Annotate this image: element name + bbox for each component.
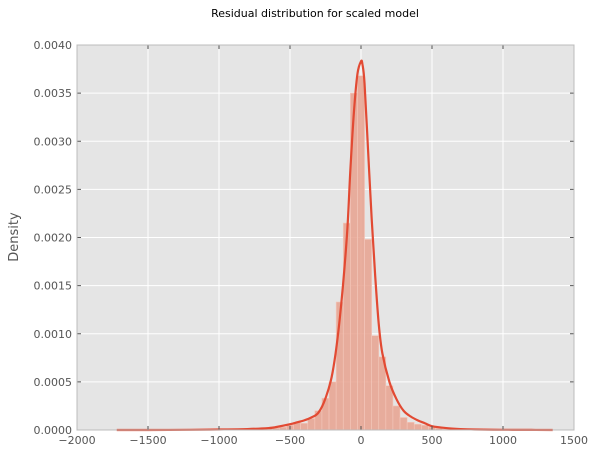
axis-ticks: −2000 −1500 −1000 −500 0 500 1000 1500 0.0000 0.0… xyxy=(34,39,589,447)
x-tick-label: −2000 xyxy=(58,434,95,447)
x-tick-label: 500 xyxy=(422,434,443,447)
x-tick-label: 0 xyxy=(358,434,365,447)
chart-title: Residual distribution for scaled model xyxy=(211,7,419,20)
histogram-bar xyxy=(364,239,372,431)
y-tick-label: 0.0020 xyxy=(34,232,73,245)
histogram-bar xyxy=(307,418,316,431)
y-tick-label: 0.0030 xyxy=(34,135,73,148)
histogram-bar xyxy=(392,405,401,431)
x-tick-label: 1500 xyxy=(560,434,588,447)
histogram-bar xyxy=(399,417,408,431)
histogram-bar xyxy=(421,424,429,431)
histogram-bar xyxy=(300,422,309,431)
histogram-bar xyxy=(357,75,365,431)
x-tick-label: 1000 xyxy=(489,434,517,447)
histogram-bar xyxy=(413,423,422,431)
histogram-bar xyxy=(406,421,415,431)
histogram-bar xyxy=(371,335,380,431)
density-curve xyxy=(116,59,553,432)
histogram-bar xyxy=(342,222,351,431)
y-tick-label: 0.0035 xyxy=(34,87,73,100)
density-curve-group xyxy=(116,59,553,432)
x-tick-label: −500 xyxy=(275,434,305,447)
histogram-bar xyxy=(328,381,337,431)
x-tick-label: −1500 xyxy=(129,434,166,447)
histogram-bar xyxy=(385,385,394,431)
y-tick-label: 0.0000 xyxy=(34,424,73,437)
y-tick-label: 0.0040 xyxy=(34,39,73,52)
y-tick-label: 0.0015 xyxy=(34,280,73,293)
x-tick-label: −1000 xyxy=(200,434,237,447)
y-axis-label: Density xyxy=(7,212,22,262)
y-tick-label: 0.0025 xyxy=(34,183,73,196)
plot-frame xyxy=(76,44,575,431)
y-tick-label: 0.0005 xyxy=(34,376,73,389)
y-tick-label: 0.0010 xyxy=(34,328,73,341)
